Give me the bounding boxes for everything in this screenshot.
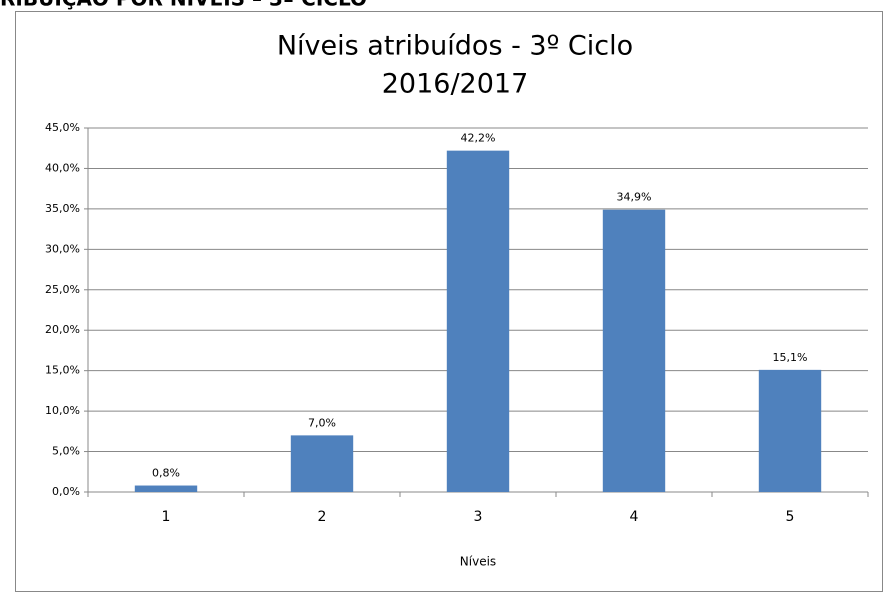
x-tick-label: 2 xyxy=(318,509,327,525)
x-tick-label: 3 xyxy=(474,509,483,525)
bar xyxy=(446,150,510,492)
data-label: 15,1% xyxy=(773,351,808,364)
y-tick-label: 45,0% xyxy=(45,121,80,134)
y-tick-label: 15,0% xyxy=(45,364,80,377)
y-tick-label: 35,0% xyxy=(45,202,80,215)
y-tick-label: 5,0% xyxy=(52,445,80,458)
y-tick-label: 40,0% xyxy=(45,161,80,174)
header: RIBUIÇÃO POR NÍVEIS – 3º CICLO xyxy=(0,0,367,11)
bar xyxy=(290,435,354,492)
bar xyxy=(134,485,198,492)
data-label: 7,0% xyxy=(308,416,336,429)
y-tick-label: 20,0% xyxy=(45,323,80,336)
x-tick-label: 5 xyxy=(786,509,795,525)
y-tick-label: 25,0% xyxy=(45,283,80,296)
x-axis-title: Níveis xyxy=(460,555,496,569)
y-tick-label: 10,0% xyxy=(45,404,80,417)
data-label: 0,8% xyxy=(152,467,180,480)
x-tick-label: 4 xyxy=(630,509,639,525)
bar xyxy=(758,369,822,492)
chart-subtitle: 2016/2017 xyxy=(382,69,529,100)
x-tick-label: 1 xyxy=(162,509,171,525)
y-tick-label: 0,0% xyxy=(52,485,80,498)
bar xyxy=(602,209,666,492)
data-label: 42,2% xyxy=(461,132,496,145)
chart-title: Níveis atribuídos - 3º Ciclo xyxy=(277,31,633,62)
y-tick-label: 30,0% xyxy=(45,242,80,255)
data-label: 34,9% xyxy=(617,191,652,204)
